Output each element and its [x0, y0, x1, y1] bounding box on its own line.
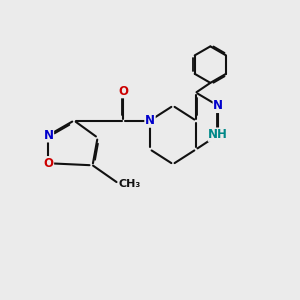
Text: N: N [145, 114, 155, 127]
Text: O: O [44, 157, 53, 170]
Text: CH₃: CH₃ [118, 179, 141, 189]
Text: NH: NH [208, 128, 228, 141]
Text: N: N [213, 99, 223, 112]
Text: N: N [44, 129, 53, 142]
Text: O: O [118, 85, 128, 98]
